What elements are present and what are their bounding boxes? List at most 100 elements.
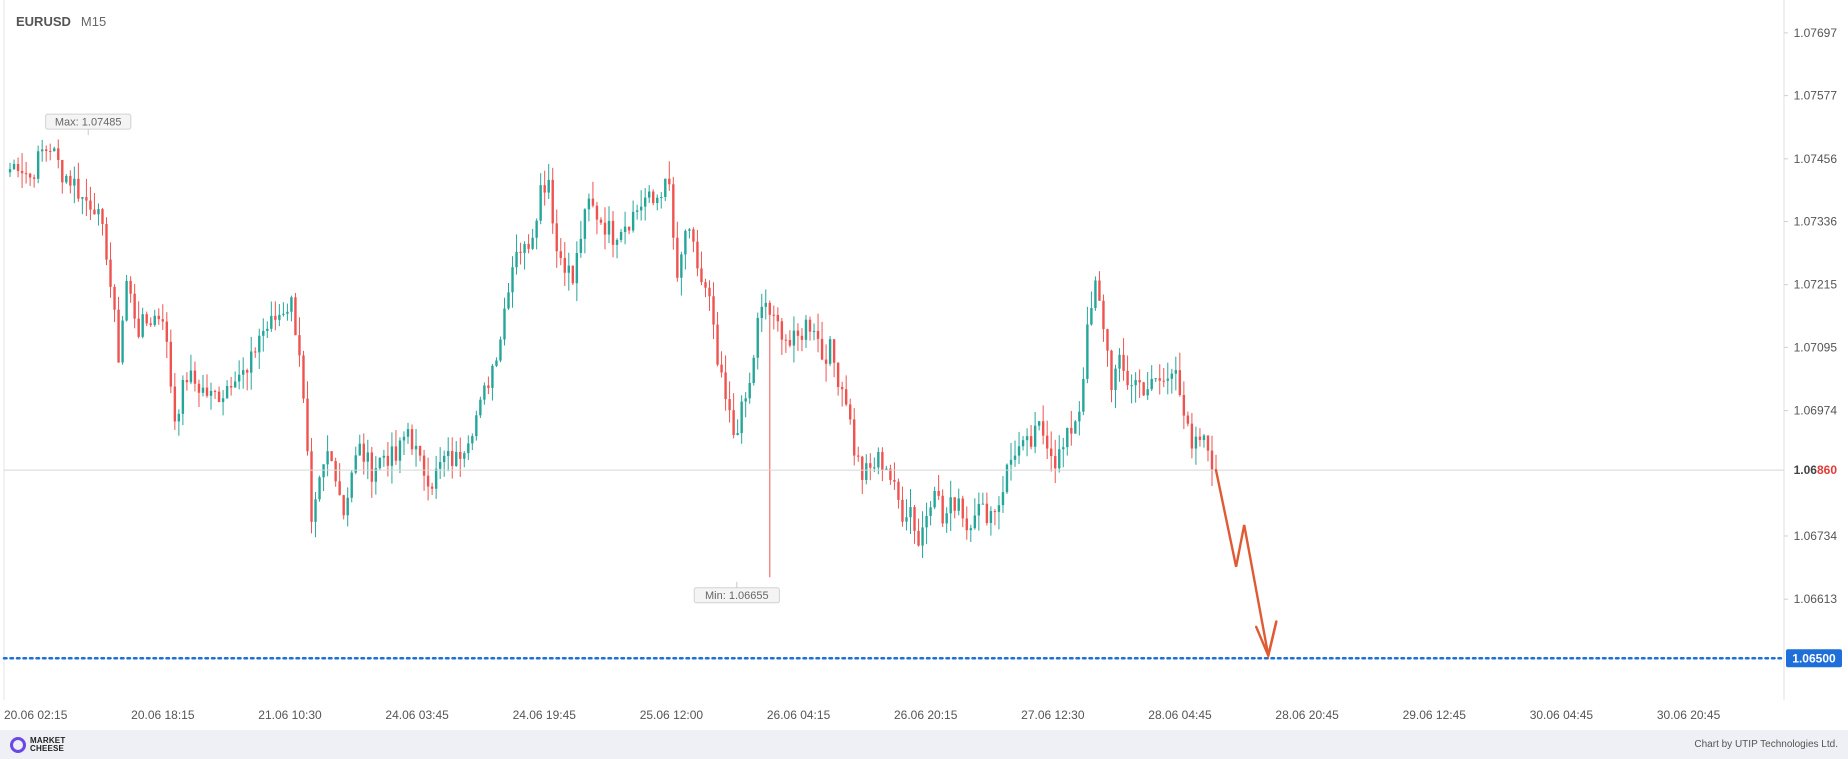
candle: [117, 296, 120, 363]
last-price-label: 1.06860: [1794, 463, 1838, 477]
candle: [278, 304, 281, 327]
candle: [1054, 439, 1057, 484]
candle-body: [1210, 450, 1214, 470]
min-max-annotations: Max: 1.07485 Min: 1.06655: [45, 113, 780, 604]
candle: [567, 252, 570, 291]
x-tick-label: 26.06 04:15: [767, 708, 831, 722]
candle: [258, 328, 261, 369]
candle: [1001, 476, 1005, 513]
candle-body: [225, 385, 229, 399]
candle-body: [16, 163, 20, 171]
candle-body: [539, 185, 542, 221]
candle: [780, 317, 784, 355]
candle: [40, 139, 44, 162]
candle-body: [1050, 448, 1053, 457]
y-tick-label: 1.07215: [1794, 278, 1838, 292]
candle-body: [555, 223, 558, 252]
candle: [161, 304, 164, 330]
candle-body: [507, 292, 510, 309]
candle: [12, 159, 16, 171]
candle-body: [101, 209, 104, 225]
candle-body: [969, 528, 972, 531]
logo-mark-icon: [10, 737, 26, 753]
candle-body: [1114, 368, 1117, 390]
candle-body: [1134, 380, 1137, 386]
max-price-tag-label: Max: 1.07485: [55, 117, 122, 129]
candle-body: [1194, 436, 1198, 449]
candle: [1090, 291, 1093, 326]
candle: [250, 336, 253, 390]
candle-body: [370, 452, 374, 482]
candle: [752, 354, 755, 386]
candle: [744, 392, 747, 418]
candle-body: [302, 355, 305, 399]
candle-body: [197, 383, 201, 393]
candle-body: [668, 178, 671, 185]
candle: [370, 446, 374, 498]
candle-body: [254, 351, 257, 353]
candle: [201, 374, 205, 397]
candle: [507, 283, 510, 310]
candle-body: [973, 515, 977, 529]
candle: [209, 382, 213, 410]
candle-body: [133, 293, 136, 319]
candle: [961, 495, 964, 528]
candle-body: [985, 503, 989, 524]
candle: [189, 354, 193, 385]
candle-body: [571, 265, 575, 284]
candle-body: [209, 390, 213, 396]
candle-body: [977, 503, 981, 516]
candle-body: [141, 314, 144, 337]
candle: [788, 330, 792, 348]
candle: [414, 428, 418, 467]
market-cheese-logo[interactable]: MARKET CHEESE: [10, 737, 65, 753]
candle-body: [897, 481, 900, 500]
candle: [844, 375, 848, 407]
candle-body: [925, 515, 928, 528]
candle-body: [1130, 385, 1133, 387]
candle: [555, 209, 558, 268]
candle: [933, 486, 936, 510]
candle-body: [804, 319, 808, 340]
candle: [776, 307, 780, 332]
candle: [945, 507, 948, 533]
candle: [350, 470, 353, 503]
candle-body: [563, 257, 566, 273]
candle-body: [467, 443, 470, 454]
candle-body: [728, 399, 731, 411]
candle-body: [24, 173, 28, 175]
candle-body: [567, 265, 570, 273]
candle: [812, 323, 816, 341]
candle-body: [619, 232, 623, 240]
candle: [483, 382, 486, 405]
candle-body: [551, 179, 554, 224]
candle: [1146, 372, 1149, 400]
candle-body: [165, 321, 168, 342]
candle-body: [282, 313, 285, 315]
candle: [177, 409, 181, 436]
candle-body: [664, 178, 667, 197]
candle-body: [463, 453, 466, 459]
candle-body: [1150, 378, 1153, 390]
candle: [8, 162, 12, 177]
candle-body: [310, 451, 313, 522]
candle-body: [1041, 421, 1045, 436]
candle: [857, 446, 860, 462]
candle: [897, 478, 900, 509]
candle-body: [1190, 423, 1194, 449]
candle: [712, 282, 715, 340]
candle: [660, 192, 663, 209]
x-tick-label: 24.06 19:45: [513, 708, 577, 722]
candle-body: [1037, 421, 1041, 426]
candle-body: [438, 462, 442, 469]
chart-credit[interactable]: Chart by UTIP Technologies Ltd.: [1694, 739, 1838, 750]
candle: [398, 437, 402, 474]
candle-body: [688, 229, 691, 231]
candle-body: [575, 252, 579, 284]
candle: [881, 447, 884, 482]
candle-body: [181, 380, 185, 414]
candle-body: [849, 404, 852, 420]
candle-body: [873, 467, 876, 469]
candle: [1013, 440, 1017, 467]
